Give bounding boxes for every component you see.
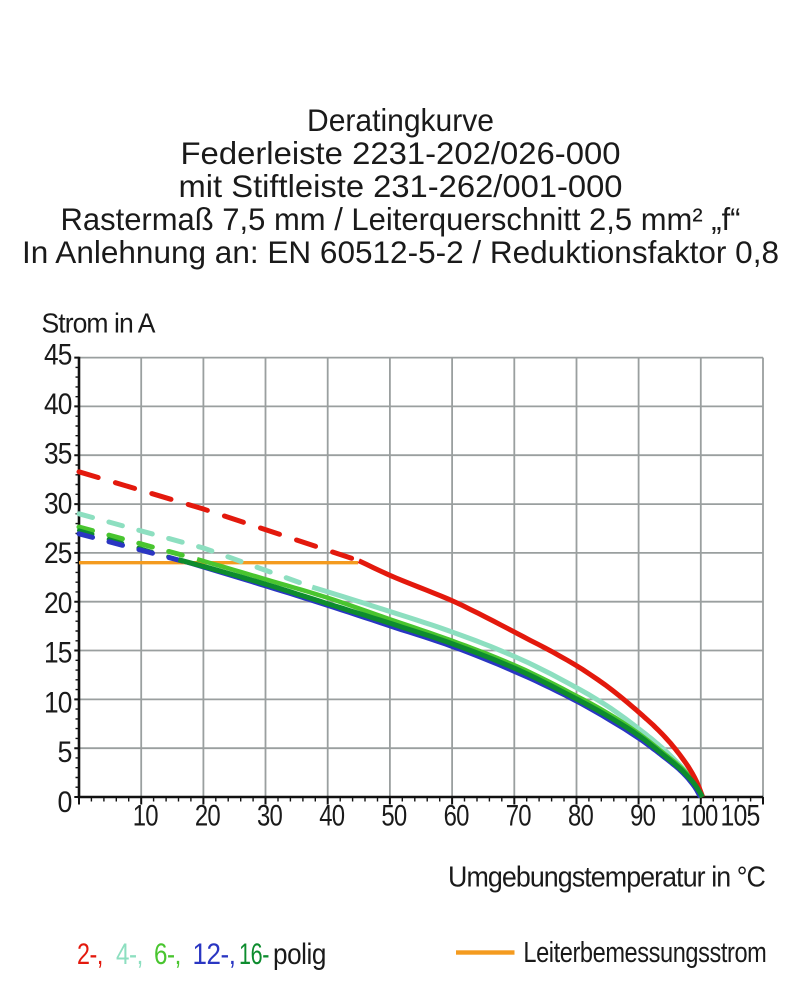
svg-text:30: 30 [44,488,72,521]
svg-text:100: 100 [681,800,718,833]
svg-text:polig: polig [273,938,326,971]
svg-text:mit Stiftleiste 231-262/001-00: mit Stiftleiste 231-262/001-000 [179,168,623,204]
svg-text:6-,: 6-, [154,938,181,971]
svg-text:30: 30 [257,800,282,833]
svg-text:Leiterbemessungsstrom: Leiterbemessungsstrom [523,937,766,969]
svg-text:2-,: 2-, [77,938,103,971]
svg-text:35: 35 [44,438,72,471]
svg-text:90: 90 [630,800,655,833]
svg-text:5: 5 [58,736,72,769]
svg-text:20: 20 [44,587,72,620]
svg-text:60: 60 [444,800,469,833]
svg-text:10: 10 [133,800,158,833]
svg-text:40: 40 [44,388,72,421]
svg-text:Umgebungstemperatur in °C: Umgebungstemperatur in °C [448,862,765,894]
svg-text:25: 25 [44,537,72,570]
svg-text:20: 20 [195,800,220,833]
svg-text:40: 40 [319,800,344,833]
svg-text:16-: 16- [239,938,269,971]
svg-text:0: 0 [58,786,72,819]
svg-text:70: 70 [506,800,531,833]
svg-text:45: 45 [44,338,72,371]
svg-text:Deratingkurve: Deratingkurve [307,102,494,138]
svg-text:4-,: 4-, [116,938,143,971]
svg-text:12-,: 12-, [193,938,236,971]
svg-text:10: 10 [44,686,72,719]
svg-text:Strom in A: Strom in A [42,308,156,339]
svg-text:105: 105 [721,800,760,833]
svg-text:50: 50 [381,800,406,833]
svg-text:Federleiste 2231-202/026-000: Federleiste 2231-202/026-000 [181,135,621,171]
svg-text:15: 15 [44,637,72,670]
svg-text:Rastermaß 7,5 mm / Leiterquers: Rastermaß 7,5 mm / Leiterquerschnitt 2,5… [61,201,741,237]
svg-text:80: 80 [568,800,593,833]
svg-text:In Anlehnung an: EN 60512-5-2: In Anlehnung an: EN 60512-5-2 / Reduktio… [22,234,779,270]
